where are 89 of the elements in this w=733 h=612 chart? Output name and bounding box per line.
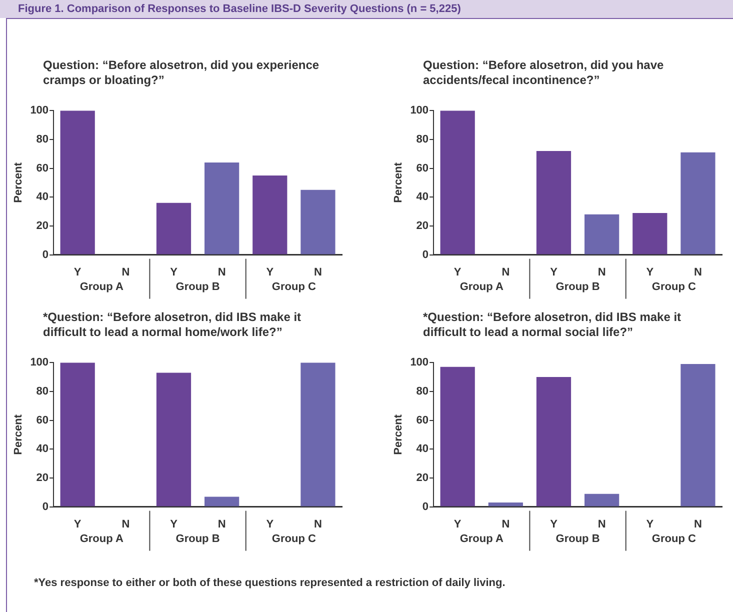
bar bbox=[536, 377, 572, 506]
y-tick-label: 20 bbox=[36, 220, 49, 232]
y-axis-title: Percent bbox=[392, 162, 405, 203]
bar bbox=[440, 366, 475, 506]
bar bbox=[252, 175, 288, 254]
text: Group C bbox=[272, 280, 316, 293]
bar bbox=[584, 494, 620, 506]
x-tick-label: Y bbox=[266, 518, 274, 530]
x-tick-label: N bbox=[218, 266, 226, 278]
y-tick-label: 80 bbox=[36, 133, 49, 146]
x-tick-label: Y bbox=[74, 266, 82, 278]
bar bbox=[536, 150, 572, 254]
x-tick-label: Y bbox=[454, 518, 462, 530]
y-tick-label: 100 bbox=[410, 356, 429, 369]
x-tick-label: N bbox=[314, 266, 322, 278]
y-tick-label: 20 bbox=[416, 220, 429, 232]
y-tick-label: 60 bbox=[36, 414, 49, 426]
bar bbox=[156, 372, 192, 506]
text: Group C bbox=[652, 280, 696, 293]
bar bbox=[632, 212, 668, 254]
y-tick-label: 100 bbox=[30, 356, 49, 369]
x-tick-label: Y bbox=[74, 518, 82, 530]
chart-subtitle: *Question: “Before alosetron, did IBS make it difficult to lead a normal home/work life?” bbox=[43, 310, 302, 340]
text: Group B bbox=[176, 532, 220, 545]
x-tick-label: N bbox=[502, 266, 510, 278]
bar bbox=[680, 152, 716, 254]
text: Group B bbox=[176, 280, 220, 293]
text: *Yes response to either or both of these questions represented a restriction of daily living. bbox=[34, 577, 506, 589]
bar bbox=[680, 364, 716, 506]
text: Group A bbox=[80, 280, 124, 293]
x-tick-label: N bbox=[598, 266, 606, 278]
x-tick-label: N bbox=[502, 518, 510, 530]
y-axis-title: Percent bbox=[392, 414, 405, 455]
x-tick-label: Y bbox=[170, 518, 178, 530]
bar bbox=[60, 110, 95, 254]
bar bbox=[60, 362, 95, 506]
x-tick-label: Y bbox=[550, 266, 558, 278]
text: Group A bbox=[460, 532, 504, 545]
chart-subtitle: *Question: “Before alosetron, did IBS make it difficult to lead a normal social life?” bbox=[423, 310, 682, 340]
x-tick-label: N bbox=[122, 518, 130, 530]
x-tick-label: N bbox=[694, 266, 702, 278]
x-tick-label: Y bbox=[646, 518, 654, 530]
bar bbox=[300, 190, 336, 254]
y-tick-label: 60 bbox=[36, 162, 49, 174]
y-tick-label: 0 bbox=[42, 248, 49, 261]
bar bbox=[440, 110, 475, 254]
x-tick-label: Y bbox=[454, 266, 462, 278]
x-tick-label: N bbox=[314, 518, 322, 530]
text: Group A bbox=[460, 280, 504, 293]
y-tick-label: 20 bbox=[36, 472, 49, 484]
y-tick-label: 0 bbox=[422, 500, 429, 513]
y-tick-label: 100 bbox=[410, 104, 429, 117]
chart-subtitle: Question: “Before alosetron, did you experience cramps or bloating?” bbox=[43, 58, 320, 88]
bar bbox=[300, 362, 336, 506]
y-tick-label: 20 bbox=[416, 472, 429, 484]
y-tick-label: 80 bbox=[416, 133, 429, 146]
x-tick-label: Y bbox=[266, 266, 274, 278]
y-tick-label: 0 bbox=[422, 248, 429, 261]
bar bbox=[156, 202, 192, 254]
y-axis-title: Percent bbox=[12, 162, 25, 203]
chart-title: Figure 1. Comparison of Responses to Baseline IBS-D Severity Questions (n = 5,225) bbox=[0, 0, 733, 18]
bar bbox=[488, 502, 523, 506]
y-tick-label: 40 bbox=[416, 191, 429, 204]
text: Group C bbox=[272, 532, 316, 545]
x-tick-label: Y bbox=[170, 266, 178, 278]
y-axis-title: Percent bbox=[12, 414, 25, 455]
y-tick-label: 80 bbox=[36, 385, 49, 398]
text: Group A bbox=[80, 532, 124, 545]
x-tick-label: N bbox=[694, 518, 702, 530]
y-tick-label: 80 bbox=[416, 385, 429, 398]
x-tick-label: N bbox=[218, 518, 226, 530]
text: Group B bbox=[556, 280, 600, 293]
x-tick-label: Y bbox=[550, 518, 558, 530]
text: Group C bbox=[652, 532, 696, 545]
x-tick-label: N bbox=[598, 518, 606, 530]
y-tick-label: 40 bbox=[36, 443, 49, 456]
y-tick-label: 60 bbox=[416, 414, 429, 426]
chart-subtitle: Question: “Before alosetron, did you have accidents/fecal incontinence?” bbox=[423, 58, 665, 88]
x-tick-label: N bbox=[122, 266, 130, 278]
x-tick-label: Y bbox=[646, 266, 654, 278]
y-tick-label: 0 bbox=[42, 500, 49, 513]
y-tick-label: 100 bbox=[30, 104, 49, 117]
text: Group B bbox=[556, 532, 600, 545]
bar bbox=[204, 162, 240, 254]
bar bbox=[584, 214, 620, 254]
y-tick-label: 40 bbox=[36, 191, 49, 204]
y-tick-label: 60 bbox=[416, 162, 429, 174]
y-tick-label: 40 bbox=[416, 443, 429, 456]
bar bbox=[204, 496, 240, 506]
